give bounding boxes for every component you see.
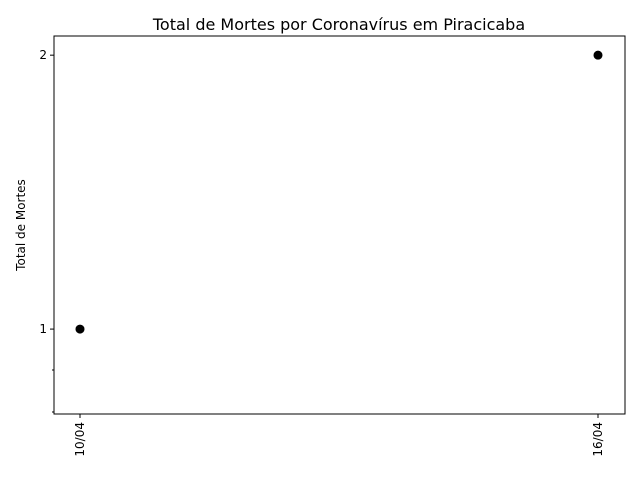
y-tick-label: 1 (39, 322, 47, 336)
y-tick-label: 2 (39, 48, 47, 62)
data-point (593, 50, 603, 60)
x-axis: 10/04 16/04 (73, 414, 605, 457)
data-points (75, 50, 603, 334)
plot-frame (53, 35, 626, 415)
x-tick-label: 10/04 (73, 422, 87, 457)
x-tick-label: 16/04 (591, 422, 605, 457)
y-axis-label: Total de Mortes (14, 179, 28, 272)
data-point (75, 324, 85, 334)
chart-title: Total de Mortes por Coronavírus em Pirac… (152, 15, 525, 34)
y-axis: 12 (39, 48, 54, 413)
